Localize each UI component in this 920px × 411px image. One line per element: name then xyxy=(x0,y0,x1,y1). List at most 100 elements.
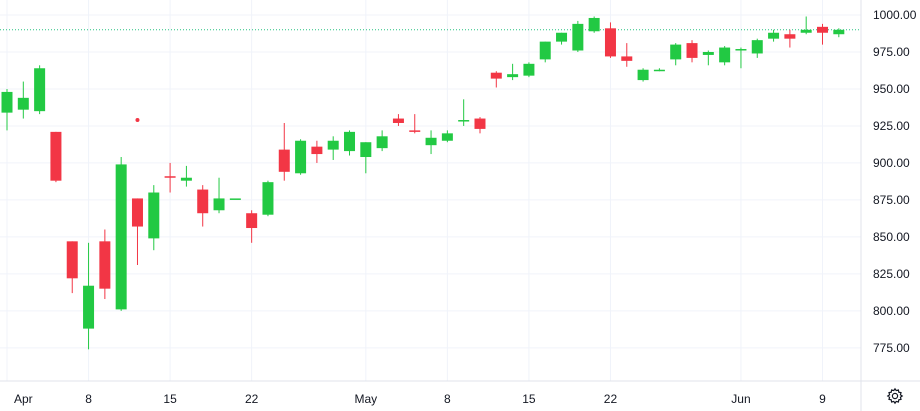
candle-body xyxy=(180,177,192,181)
candle xyxy=(702,50,714,66)
candle-body xyxy=(409,130,421,132)
candle-body xyxy=(588,17,600,32)
candle xyxy=(621,43,633,67)
candle-body xyxy=(523,63,535,76)
candle xyxy=(523,62,535,78)
candle-body xyxy=(507,74,519,78)
candle xyxy=(425,130,437,155)
candle-body xyxy=(246,213,258,229)
candle-body xyxy=(34,68,46,112)
candle xyxy=(637,68,649,82)
candle xyxy=(833,28,845,38)
time-tick-label: Jun xyxy=(731,392,750,406)
candles xyxy=(1,16,845,350)
candle-body xyxy=(751,40,763,54)
candle xyxy=(556,32,568,45)
candle-body xyxy=(539,41,551,60)
candle xyxy=(148,185,160,251)
candle xyxy=(115,157,127,311)
candle xyxy=(131,198,143,266)
candle xyxy=(572,20,584,52)
candle-body xyxy=(66,241,78,279)
candle-body xyxy=(213,198,225,211)
candle xyxy=(295,139,307,175)
price-tick-label: 825.00 xyxy=(873,267,910,281)
candle-body xyxy=(458,120,470,122)
candle xyxy=(719,46,731,66)
candle-body xyxy=(490,72,502,79)
price-axis[interactable]: 1000.00 975.00 950.00 925.00 900.00 875.00 850… xyxy=(873,8,917,355)
time-tick-label: 22 xyxy=(245,392,259,406)
candle-body xyxy=(327,140,339,150)
candle xyxy=(164,162,176,193)
time-tick-label: 9 xyxy=(819,392,826,406)
time-tick-label: 8 xyxy=(444,392,451,406)
candle xyxy=(817,23,828,45)
candle xyxy=(99,229,111,300)
time-tick-label: Apr xyxy=(14,392,33,406)
time-tick-label: May xyxy=(354,392,377,406)
isolated-point xyxy=(135,118,140,123)
candle-body xyxy=(441,133,453,141)
price-tick-label: 850.00 xyxy=(873,230,910,244)
price-tick-label: 875.00 xyxy=(873,193,910,207)
price-tick-label: 950.00 xyxy=(873,82,910,96)
price-tick-label: 1000.00 xyxy=(873,8,917,22)
candle-body xyxy=(311,146,323,155)
candle xyxy=(213,177,225,214)
candle-body xyxy=(164,176,176,178)
candle-body xyxy=(686,43,698,58)
candle xyxy=(458,99,470,126)
candle xyxy=(327,136,339,160)
candle xyxy=(360,142,372,174)
candle-body xyxy=(653,69,665,72)
grid xyxy=(0,0,861,381)
candle xyxy=(17,81,29,119)
candle xyxy=(311,140,323,163)
candle xyxy=(197,185,209,227)
candle xyxy=(670,43,682,66)
time-axis[interactable]: Apr 8 15 22 May 8 15 22 Jun 9 xyxy=(14,392,826,406)
gear-icon[interactable] xyxy=(886,387,904,405)
candle xyxy=(686,40,698,63)
candle xyxy=(246,210,258,243)
candle xyxy=(278,122,290,181)
candle-body xyxy=(83,285,95,329)
candle xyxy=(735,47,747,69)
candle xyxy=(784,29,796,48)
candle-body xyxy=(719,47,731,63)
candle-body xyxy=(474,118,486,129)
candle-body xyxy=(262,182,274,215)
candle-body xyxy=(670,44,682,60)
candle-body xyxy=(99,241,111,289)
time-tick-label: 8 xyxy=(85,392,92,406)
candle xyxy=(262,180,274,217)
candle xyxy=(229,198,241,200)
candle-body xyxy=(50,131,62,181)
candle-body xyxy=(702,51,714,55)
candle-body xyxy=(278,149,290,172)
candle-body xyxy=(425,137,437,146)
candle-body xyxy=(360,142,372,158)
candle xyxy=(1,88,13,131)
candle-body xyxy=(833,29,845,35)
time-tick-label: 22 xyxy=(604,392,618,406)
candle-body xyxy=(131,198,143,227)
candle xyxy=(180,165,192,187)
candle xyxy=(588,16,600,33)
candle xyxy=(392,114,404,126)
candle-body xyxy=(556,32,568,42)
candle-body xyxy=(637,69,649,81)
candle-body xyxy=(148,192,160,239)
candle xyxy=(490,71,502,88)
candle xyxy=(66,241,78,294)
price-tick-label: 775.00 xyxy=(873,341,910,355)
candle xyxy=(474,117,486,134)
candle xyxy=(604,22,616,58)
candle-body xyxy=(197,189,209,214)
candle xyxy=(507,63,519,81)
candle-body xyxy=(784,34,796,39)
candle-body xyxy=(800,29,812,33)
candle-body xyxy=(604,28,616,57)
